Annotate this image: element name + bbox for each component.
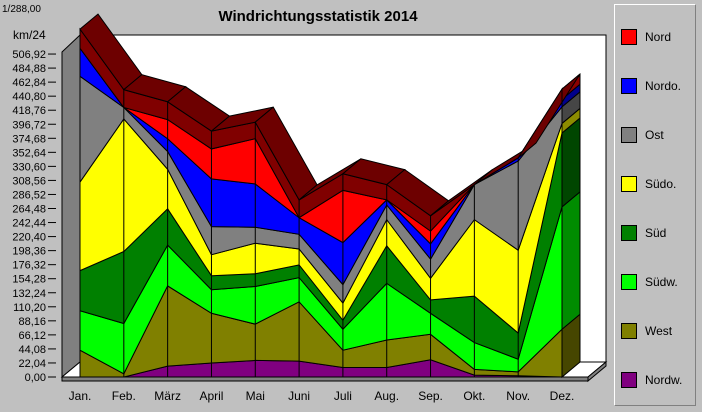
y-tick-label: 154,28: [12, 274, 46, 286]
y-tick-label: 242,44: [12, 218, 46, 230]
x-tick-label: April: [199, 389, 223, 403]
legend-item: Süd: [621, 223, 666, 243]
y-tick-label: 462,84: [12, 77, 46, 89]
y-tick-label: 330,60: [12, 161, 46, 173]
y-tick-label: 264,48: [12, 204, 46, 216]
x-tick-label: Sep.: [418, 389, 443, 403]
x-tick-label: Aug.: [374, 389, 399, 403]
x-tick-label: Jan.: [69, 389, 92, 403]
legend-item: West: [621, 321, 672, 341]
x-tick-label: Mai: [246, 389, 265, 403]
legend: Nord Nordo. Ost Südo. Süd Südw. West Nordw.: [614, 4, 696, 406]
legend-label: West: [645, 324, 673, 338]
y-tick-label: 418,76: [12, 105, 46, 117]
y-tick-label: 176,32: [12, 260, 46, 272]
y-axis: 0,00 22,04 44,08 66,12 88,16 110,20 132,24 154,…: [12, 49, 56, 384]
y-tick-label: 66,12: [18, 330, 46, 342]
chart-title: Windrichtungsstatistik 2014: [218, 8, 418, 25]
corner-label: 1/288,00: [2, 4, 41, 15]
legend-label: Süd: [645, 226, 667, 240]
y-tick-label: 0,00: [25, 372, 46, 384]
top-surface: [79, 13, 581, 217]
y-tick-label: 484,88: [12, 63, 46, 75]
y-tick-label: 352,64: [12, 147, 46, 159]
legend-label: Südo.: [645, 177, 677, 191]
areas-group: [79, 13, 581, 379]
legend-swatch: [621, 176, 637, 192]
x-axis: Jan. Feb. März April Mai Juni Juli Aug. Sep. Okt.…: [69, 389, 575, 403]
y-tick-label: 374,68: [12, 133, 46, 145]
left-wall: [61, 33, 81, 379]
legend-item: Nord: [621, 27, 671, 47]
legend-label: Ost: [645, 128, 664, 142]
legend-swatch: [621, 372, 637, 388]
x-tick-label: Nov.: [506, 389, 530, 403]
series-1: [79, 285, 581, 379]
x-tick-label: Juni: [288, 389, 310, 403]
y-tick-label: 506,92: [12, 49, 46, 61]
legend-swatch: [621, 78, 637, 94]
y-tick-label: 110,20: [13, 302, 46, 314]
legend-item: Nordw.: [621, 370, 682, 390]
legend-item: Südo.: [621, 174, 676, 194]
legend-swatch: [621, 225, 637, 241]
y-tick-label: 22,04: [18, 358, 46, 370]
top-face-10: [517, 73, 581, 159]
y-tick-label: 286,52: [12, 189, 46, 201]
area-side-2: [561, 190, 581, 331]
x-tick-label: Dez.: [550, 389, 575, 403]
legend-label: Nord: [645, 30, 672, 44]
legend-swatch: [621, 29, 637, 45]
x-tick-label: Okt.: [463, 389, 485, 403]
y-tick-label: 308,56: [12, 175, 46, 187]
legend-label: Nordo.: [645, 79, 682, 93]
x-tick-label: März: [154, 389, 181, 403]
legend-swatch: [621, 127, 637, 143]
legend-item: Südw.: [621, 272, 678, 292]
y-tick-label: 88,16: [18, 316, 46, 328]
front-floor-edge: [61, 376, 589, 382]
y-tick-label: 396,72: [12, 119, 46, 131]
legend-swatch: [621, 323, 637, 339]
y-tick-label: 220,40: [12, 232, 46, 244]
right-floor-side: [587, 360, 607, 383]
x-tick-label: Feb.: [112, 389, 136, 403]
legend-item: Ost: [621, 125, 664, 145]
legend-label: Südw.: [645, 275, 678, 289]
x-tick-label: Juli: [334, 389, 352, 403]
y-tick-label: 198,36: [12, 246, 46, 258]
y-tick-label: 44,08: [18, 344, 46, 356]
legend-label: Nordw.: [645, 373, 683, 387]
y-tick-label: 440,80: [12, 91, 46, 103]
y-axis-title: km/24: [13, 28, 46, 42]
legend-swatch: [621, 274, 637, 290]
y-tick-label: 132,24: [12, 288, 46, 300]
legend-item: Nordo.: [621, 76, 681, 96]
